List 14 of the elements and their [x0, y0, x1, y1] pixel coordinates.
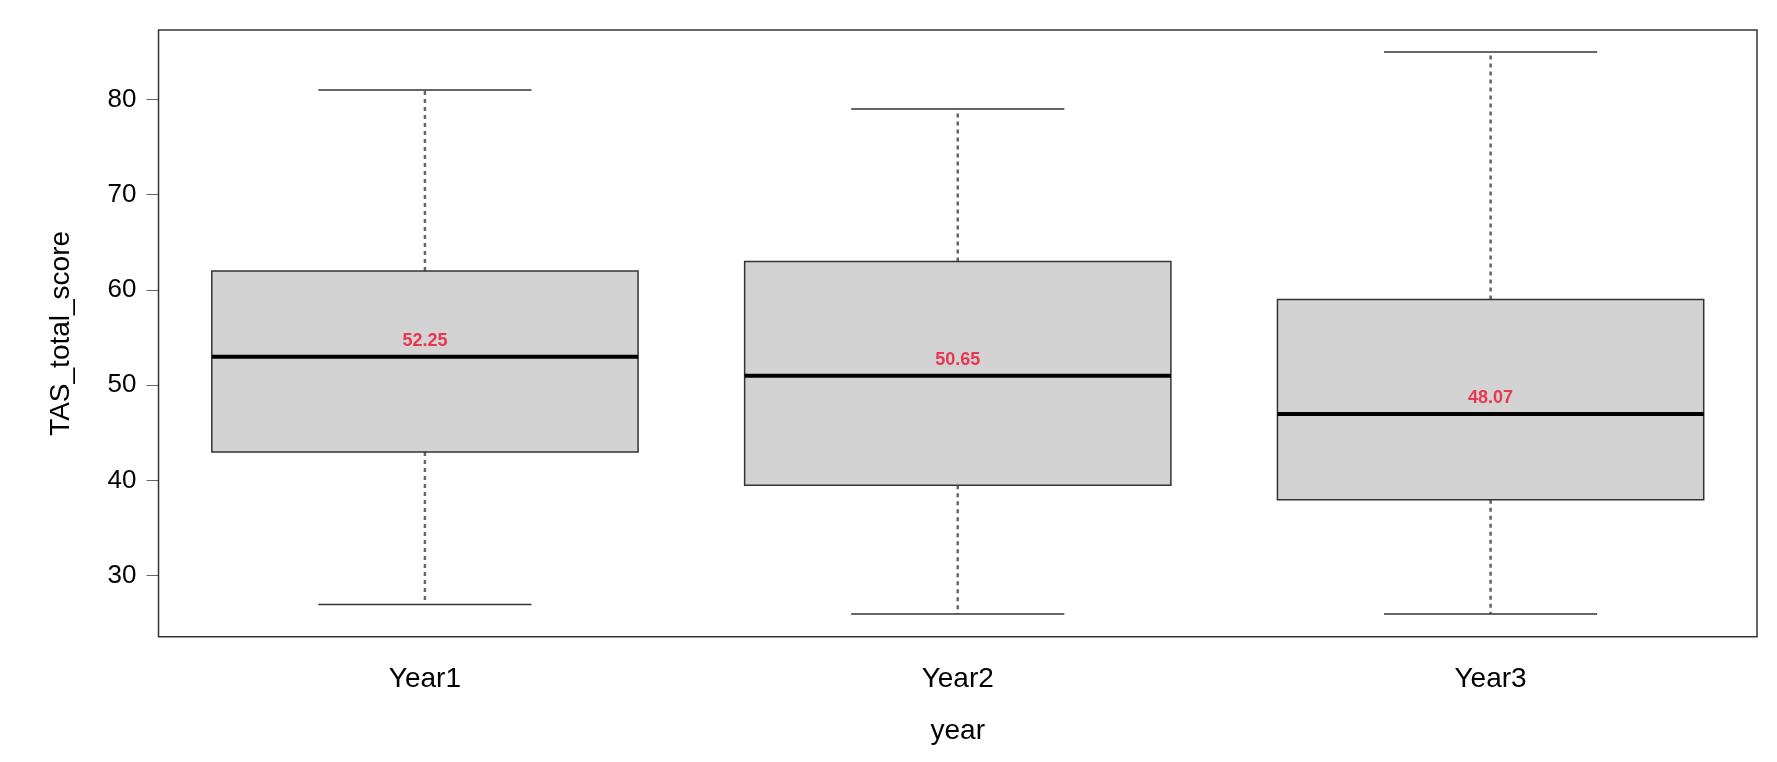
annotation: 48.07 [1468, 386, 1514, 407]
x-axis-title: year [930, 713, 985, 745]
y-axis-title: TAS_total_score [43, 230, 75, 436]
y-tick-label: 50 [107, 368, 137, 399]
y-tick-label: 60 [107, 273, 137, 304]
y-tick-label: 40 [107, 463, 137, 494]
x-tick-label: Year3 [1454, 662, 1527, 694]
x-tick-label: Year2 [921, 662, 994, 694]
y-tick-label: 70 [107, 177, 137, 208]
annotation: 52.25 [402, 329, 448, 350]
x-tick-label: Year1 [388, 662, 462, 694]
annotation: 50.65 [935, 348, 981, 369]
y-tick-label: 80 [107, 82, 137, 113]
y-tick-label: 30 [107, 559, 137, 590]
